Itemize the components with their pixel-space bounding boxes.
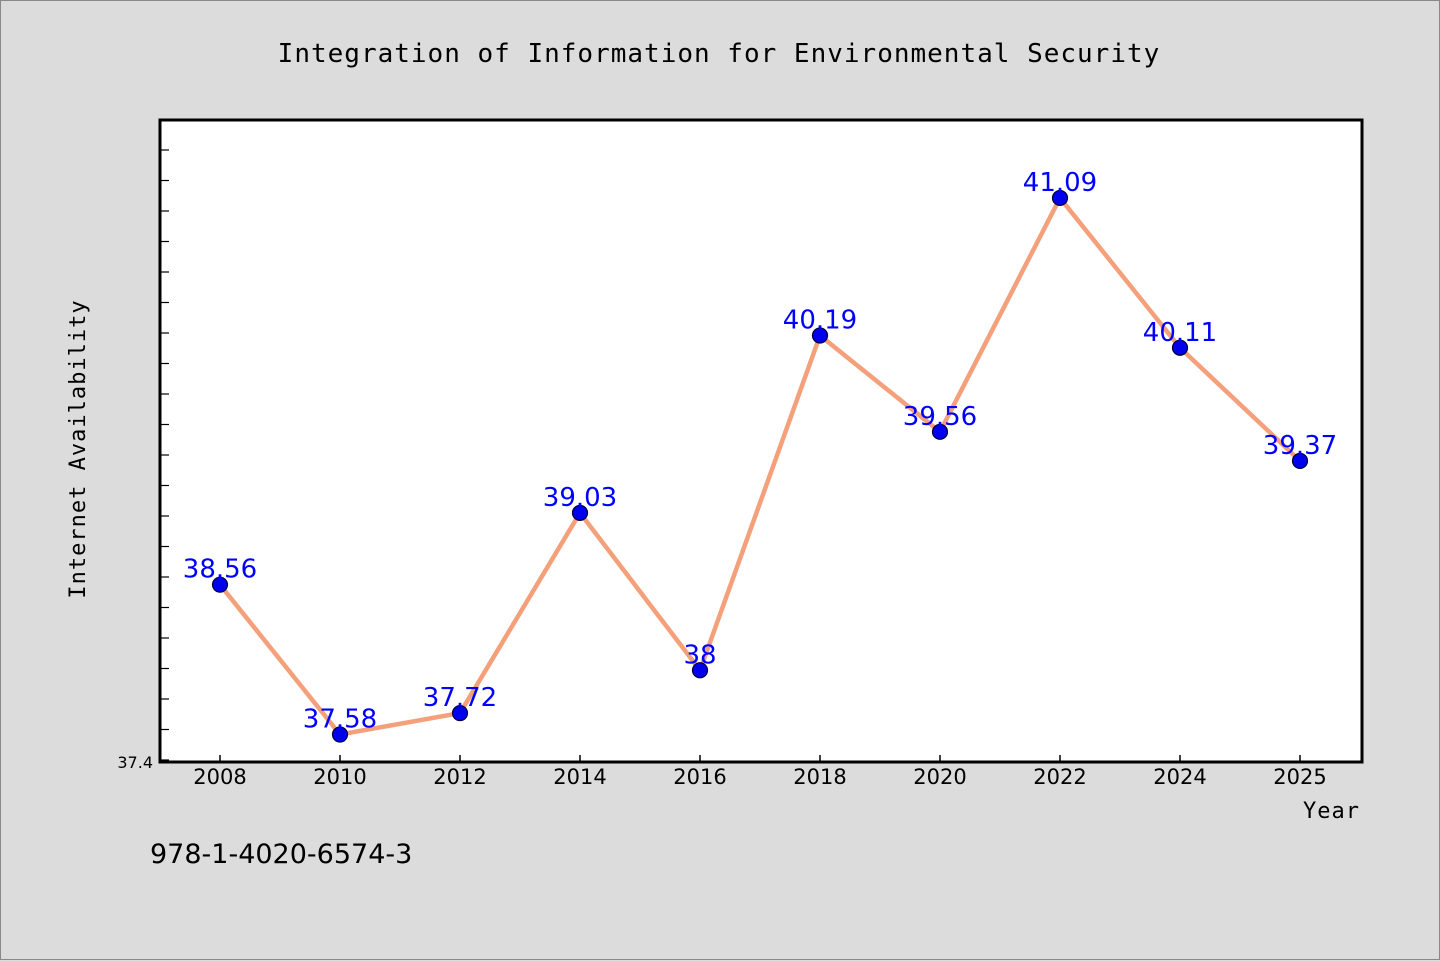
data-point <box>211 576 229 593</box>
x-tick-label: 2010 <box>313 765 366 789</box>
data-label: 39.03 <box>543 483 617 513</box>
x-tick-label: 2022 <box>1033 765 1086 789</box>
data-point <box>331 726 349 743</box>
data-point <box>811 327 829 344</box>
data-point <box>1051 189 1069 207</box>
data-point <box>1291 452 1309 469</box>
data-point <box>931 423 949 440</box>
data-point <box>451 704 469 722</box>
data-label: 37.58 <box>303 704 377 734</box>
chart-title: Integration of Information for Environme… <box>278 39 1161 69</box>
y-axis-label: Internet Availability <box>66 299 91 598</box>
data-point <box>571 504 589 521</box>
x-tick-label: 2012 <box>433 765 486 789</box>
x-tick-label: 2018 <box>793 765 846 789</box>
data-label: 39.37 <box>1263 431 1337 461</box>
data-point <box>691 662 709 679</box>
x-tick-label: 2020 <box>913 765 966 789</box>
x-tick-label: 2025 <box>1273 765 1326 789</box>
x-axis-label: Year <box>1303 799 1360 824</box>
x-tick-label: 2024 <box>1153 765 1206 789</box>
y-axis-minor-ticks <box>160 149 169 761</box>
x-axis-ticks: 2008 2010 2012 2014 2016 2018 2020 2022 2024 2025 <box>193 755 1327 789</box>
data-label: 38 <box>683 640 716 670</box>
data-label: 37.72 <box>423 683 497 713</box>
series-group: 38.56 37.58 37.72 39.03 38 40.19 39.56 41.09 40.… <box>183 168 1337 743</box>
data-point <box>1171 339 1189 356</box>
data-label: 40.19 <box>783 306 857 336</box>
x-tick-label: 2014 <box>553 765 606 789</box>
data-label: 39.56 <box>903 402 977 432</box>
data-label: 41.09 <box>1023 168 1097 198</box>
x-tick-label: 2008 <box>193 765 246 789</box>
series-line <box>217 195 1303 737</box>
y-tick-label-min: 37.4 <box>117 753 153 772</box>
plot-area <box>158 118 1364 764</box>
x-tick-label: 2016 <box>673 765 726 789</box>
data-label: 40.11 <box>1143 318 1217 348</box>
isbn-text: 978-1-4020-6574-3 <box>150 839 412 870</box>
data-label: 38.56 <box>183 555 257 585</box>
